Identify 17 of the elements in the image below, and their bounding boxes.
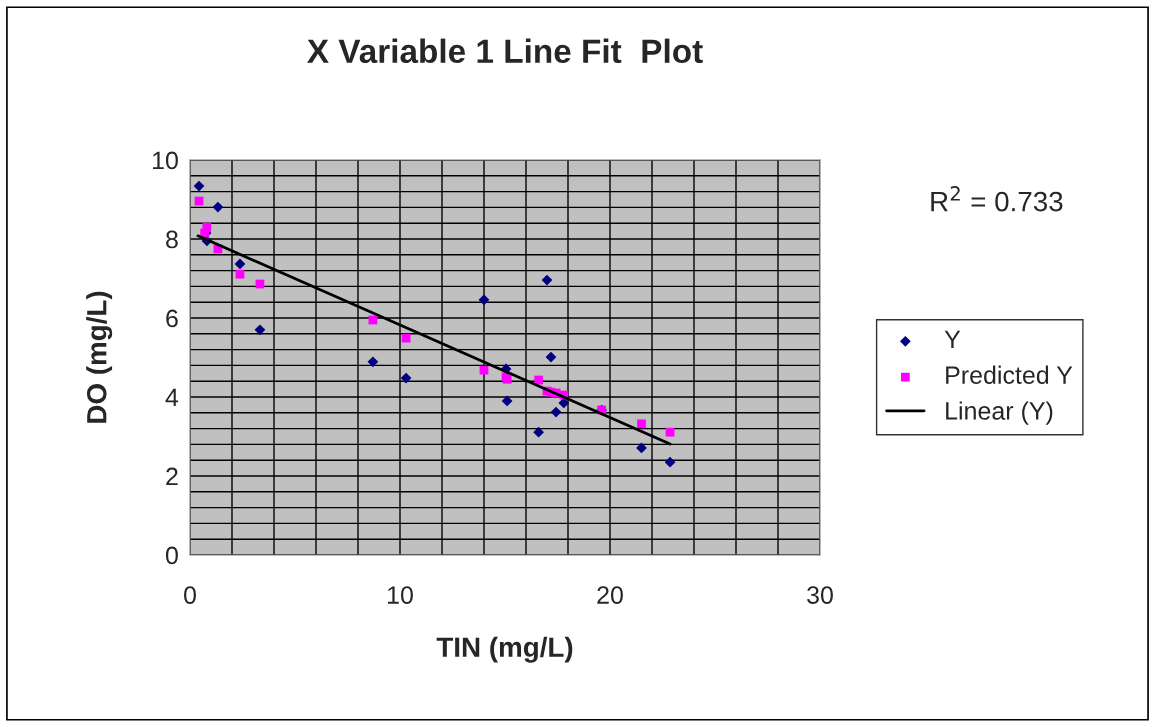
- y-tick-label: 4: [165, 388, 179, 407]
- chart-title: X Variable 1 Line Fit Plot: [307, 38, 703, 64]
- x-tick-label: 30: [807, 586, 833, 604]
- legend-label: Y: [944, 330, 961, 348]
- y-tick-label: 2: [166, 467, 178, 486]
- x-tick-label: 20: [597, 586, 623, 604]
- y-tick-label: 10: [152, 151, 178, 170]
- y-axis-title: DO (mg/L): [86, 291, 113, 423]
- x-axis-title: TIN (mg/L): [436, 636, 573, 663]
- legend-label: Predicted Y: [946, 365, 1073, 384]
- y-tick-label: 6: [166, 309, 178, 328]
- text: R$^{2}$ = 0.733: [931, 186, 1063, 212]
- y-tick-label: 0: [165, 546, 178, 565]
- x-tick-label: 0: [184, 586, 196, 604]
- legend-label: Linear (Y): [946, 401, 1053, 425]
- x-tick-label: 10: [388, 586, 413, 604]
- y-tick-label: 8: [166, 230, 178, 249]
